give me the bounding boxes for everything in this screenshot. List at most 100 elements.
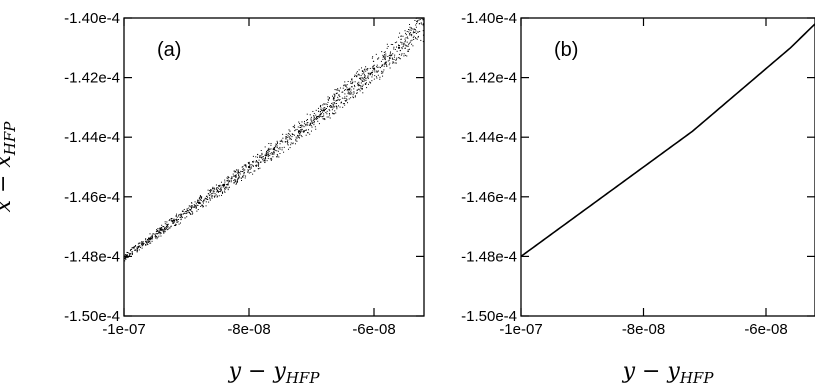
data-point	[404, 40, 406, 42]
data-point	[345, 89, 347, 91]
data-point	[412, 37, 414, 39]
data-point	[335, 105, 337, 107]
data-point	[419, 30, 421, 32]
data-point	[219, 188, 221, 190]
data-point	[189, 213, 191, 215]
data-point	[220, 186, 222, 188]
data-point	[395, 58, 397, 60]
data-point	[416, 21, 418, 23]
data-point	[297, 126, 299, 128]
data-point	[382, 72, 384, 74]
data-point	[269, 158, 271, 160]
data-point	[155, 231, 157, 233]
data-point	[293, 126, 295, 128]
data-point	[276, 140, 278, 142]
data-point	[307, 119, 309, 121]
data-point	[190, 213, 192, 215]
data-point	[334, 110, 336, 112]
data-point	[342, 87, 344, 89]
data-point	[137, 246, 139, 248]
data-point	[408, 29, 410, 31]
data-point	[401, 47, 403, 49]
data-point	[290, 139, 292, 141]
data-point	[170, 220, 172, 222]
data-point	[422, 34, 424, 36]
data-point	[295, 140, 297, 142]
data-point	[224, 191, 226, 193]
data-point	[182, 213, 184, 215]
data-point	[416, 20, 418, 22]
data-point	[291, 136, 293, 138]
data-point	[331, 102, 333, 104]
data-point	[282, 141, 284, 143]
data-point	[311, 121, 313, 123]
data-point	[281, 139, 283, 141]
data-point	[361, 73, 363, 75]
data-point	[317, 118, 319, 120]
data-point	[149, 240, 151, 242]
data-point	[415, 38, 417, 40]
data-point	[292, 134, 294, 136]
data-point	[196, 210, 198, 212]
data-point	[126, 257, 128, 259]
data-point	[212, 188, 214, 190]
data-point	[410, 34, 412, 36]
data-point	[416, 38, 418, 40]
data-point	[152, 233, 154, 235]
data-point	[171, 218, 173, 220]
data-point	[381, 65, 383, 67]
data-point	[342, 103, 344, 105]
data-point	[390, 55, 392, 57]
data-point	[343, 85, 345, 87]
data-point	[333, 99, 335, 101]
data-point	[365, 70, 367, 72]
data-point	[390, 51, 392, 53]
data-point	[409, 23, 411, 25]
data-point	[260, 156, 262, 158]
data-point	[319, 105, 321, 107]
data-point	[184, 211, 186, 213]
data-point	[262, 160, 264, 162]
data-point	[173, 219, 175, 221]
data-point	[408, 43, 410, 45]
data-point	[333, 113, 335, 115]
data-point	[306, 113, 308, 115]
data-point	[222, 192, 224, 194]
data-point	[358, 85, 360, 87]
data-point	[218, 185, 220, 187]
data-point	[279, 140, 281, 142]
data-point	[242, 166, 244, 168]
data-point	[150, 238, 152, 240]
data-point	[367, 76, 369, 78]
data-point	[369, 72, 371, 74]
data-point	[210, 188, 212, 190]
data-point	[168, 227, 170, 229]
data-point	[384, 63, 386, 65]
data-point	[228, 177, 230, 179]
data-point	[150, 236, 152, 238]
data-point	[336, 106, 338, 108]
data-point	[363, 71, 365, 73]
data-point	[281, 147, 283, 149]
data-point	[402, 35, 404, 37]
data-point	[341, 91, 343, 93]
data-point	[172, 222, 174, 224]
data-point	[347, 93, 349, 95]
data-point	[351, 86, 353, 88]
data-point	[399, 32, 401, 34]
data-point	[145, 239, 147, 241]
data-point	[131, 253, 133, 255]
data-point	[324, 118, 326, 120]
data-point	[205, 198, 207, 200]
data-point	[387, 60, 389, 62]
data-point	[345, 85, 347, 87]
data-point	[158, 232, 160, 234]
data-point	[292, 126, 294, 128]
data-point	[355, 75, 357, 77]
data-point	[318, 115, 320, 117]
data-point	[150, 237, 152, 239]
data-point	[362, 78, 364, 80]
data-point	[261, 154, 263, 156]
data-point	[146, 243, 148, 245]
data-point	[181, 214, 183, 216]
